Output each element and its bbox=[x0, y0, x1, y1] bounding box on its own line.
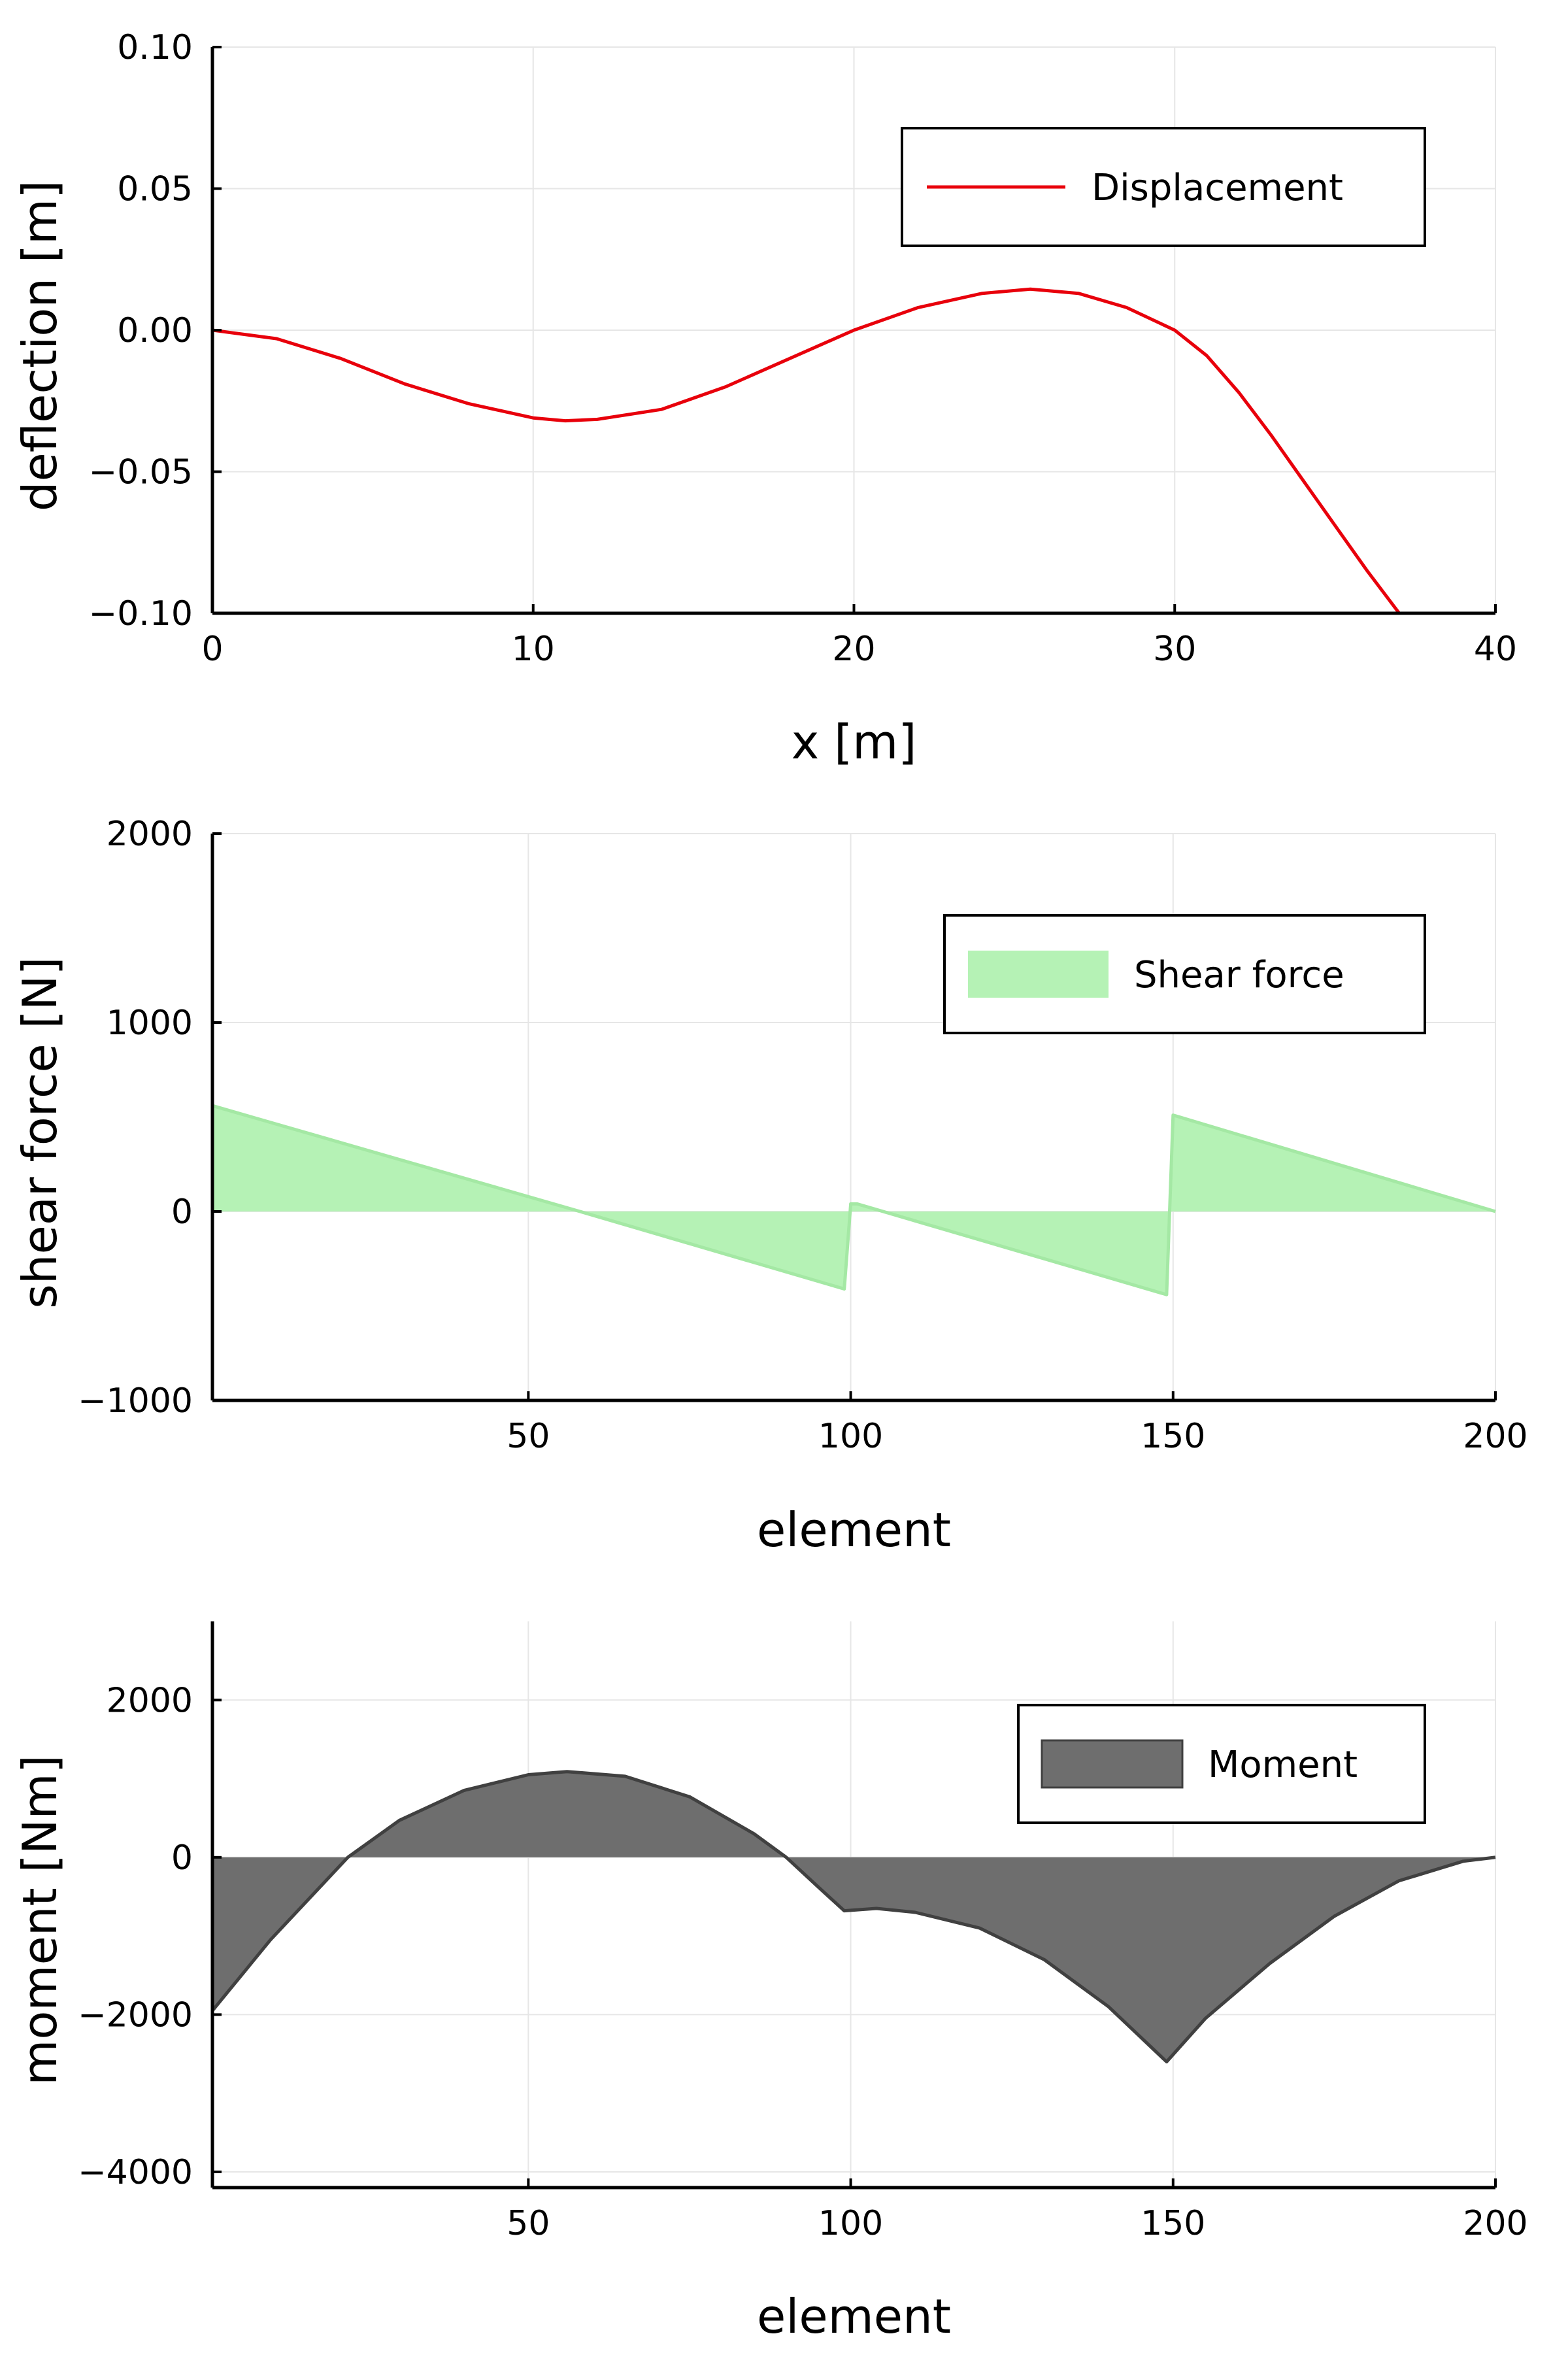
x-tick-label: 30 bbox=[1153, 630, 1196, 669]
x-tick-label: 50 bbox=[507, 2204, 550, 2243]
x-tick-label: 100 bbox=[818, 2204, 883, 2243]
moment-chart: 50 100 150 200 2000 0 −2000 −4000 element moment … bbox=[12, 1621, 1528, 2344]
x-tick-label: 10 bbox=[512, 630, 555, 669]
y-tick-label: −2000 bbox=[78, 1995, 193, 2035]
y-tick-label: −1000 bbox=[78, 1381, 193, 1421]
series-line bbox=[210, 287, 1401, 615]
series-area bbox=[212, 1771, 1495, 2062]
y-tick-label: 0.10 bbox=[117, 28, 193, 67]
y-tick-label: 0 bbox=[171, 1838, 193, 1878]
legend: Moment bbox=[1017, 1704, 1426, 1824]
x-tick-label: 200 bbox=[1463, 1417, 1527, 1456]
legend-label: Shear force bbox=[1134, 954, 1344, 996]
y-tick-label: 0 bbox=[171, 1193, 193, 1232]
y-tick-label: −0.05 bbox=[89, 453, 193, 492]
y-tick-label: 0.00 bbox=[117, 311, 193, 350]
x-tick-label: 0 bbox=[201, 630, 223, 669]
legend-swatch bbox=[968, 951, 1109, 998]
x-tick-label: 20 bbox=[832, 630, 875, 669]
legend: Shear force bbox=[943, 914, 1426, 1034]
y-axis-label: moment [Nm] bbox=[12, 1755, 67, 2086]
legend-label: Moment bbox=[1208, 1744, 1358, 1786]
y-tick-label: 2000 bbox=[107, 815, 193, 854]
x-axis-label: x [m] bbox=[792, 715, 917, 770]
x-axis-label: element bbox=[757, 1502, 951, 1557]
shear-force-chart: 50 100 150 200 2000 1000 0 −1000 element shear fo… bbox=[12, 815, 1528, 1557]
y-tick-label: 2000 bbox=[107, 1681, 193, 1720]
x-tick-label: 40 bbox=[1474, 630, 1517, 669]
y-axis-label: shear force [N] bbox=[12, 956, 67, 1308]
series-outline bbox=[211, 1770, 1496, 2064]
y-axis-label: deflection [m] bbox=[12, 180, 67, 511]
series-outline bbox=[212, 1104, 1496, 1296]
y-tick-label: 1000 bbox=[107, 1004, 193, 1043]
x-tick-label: 200 bbox=[1463, 2204, 1527, 2243]
x-tick-label: 150 bbox=[1141, 1417, 1205, 1456]
x-tick-label: 150 bbox=[1141, 2204, 1205, 2243]
y-tick-label: 0.05 bbox=[117, 170, 193, 209]
x-tick-label: 50 bbox=[507, 1417, 550, 1456]
deflection-chart: 0 10 20 30 40 0.10 0.05 0.00 −0.05 −0.10 x [m] defl… bbox=[12, 28, 1517, 770]
y-tick-label: −0.10 bbox=[89, 594, 193, 634]
x-tick-label: 100 bbox=[818, 1417, 883, 1456]
y-tick-label: −4000 bbox=[78, 2153, 193, 2192]
series-area bbox=[212, 1106, 1495, 1295]
legend-label: Displacement bbox=[1092, 167, 1343, 209]
x-axis-label: element bbox=[757, 2289, 951, 2344]
legend: Displacement bbox=[901, 127, 1426, 247]
legend-swatch bbox=[1041, 1739, 1184, 1789]
